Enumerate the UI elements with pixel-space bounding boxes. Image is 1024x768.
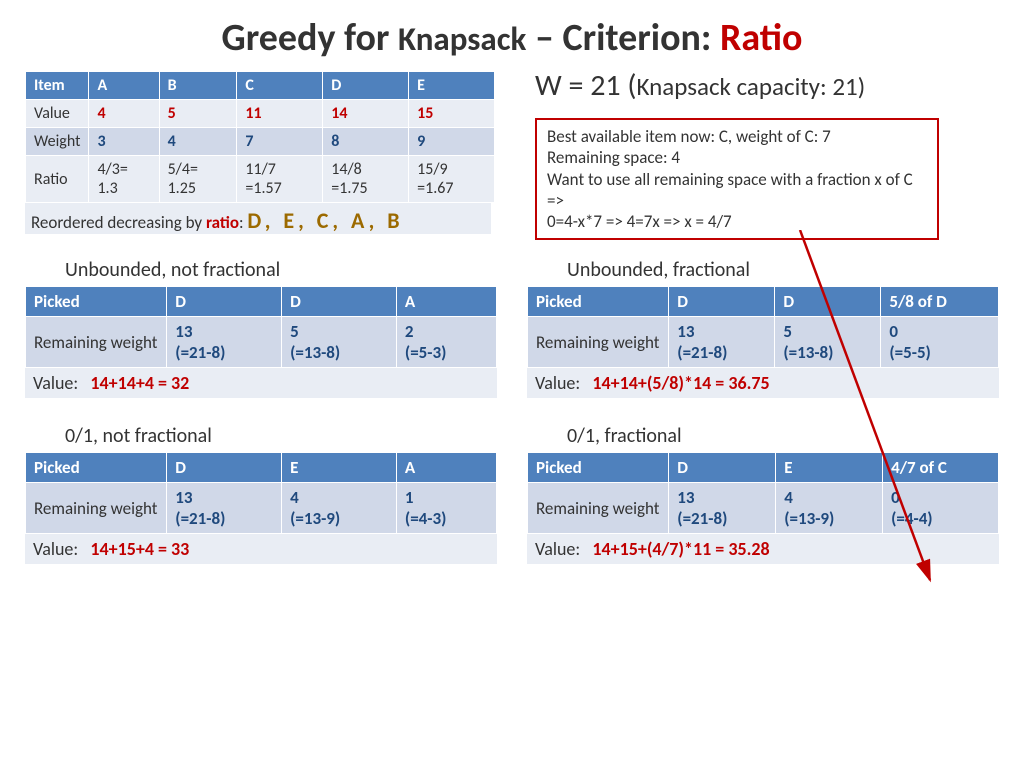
remaining-cell: 4(=13-9) bbox=[776, 483, 883, 534]
remaining-cell: 5(=13-8) bbox=[775, 317, 881, 368]
row-label: Value bbox=[26, 100, 89, 128]
reorder-line: Reordered decreasing by ratio: D, E, C, … bbox=[25, 203, 491, 234]
remaining-cell: 13(=21-8) bbox=[669, 317, 775, 368]
item-col-header: C bbox=[237, 72, 323, 100]
remaining-label: Remaining weight bbox=[528, 317, 669, 368]
picked-header: Picked bbox=[26, 453, 167, 483]
callout-box: Best available item now: C, weight of C:… bbox=[535, 118, 939, 240]
slide-title: Greedy for Knapsack – Criterion: Ratio bbox=[25, 15, 999, 61]
panel-label: 0/1, fractional bbox=[567, 424, 999, 448]
pick: E bbox=[282, 453, 397, 483]
cell: 5/4= 1.25 bbox=[159, 156, 237, 203]
item-col-header: D bbox=[323, 72, 409, 100]
item-col-header: Item bbox=[26, 72, 89, 100]
value-line: Value: 14+14+(5/8)*14 = 36.75 bbox=[527, 368, 999, 398]
remaining-label: Remaining weight bbox=[26, 483, 167, 534]
panel-table: PickedDDARemaining weight13(=21-8)5(=13-… bbox=[25, 286, 497, 368]
value-line: Value: 14+14+4 = 32 bbox=[25, 368, 497, 398]
remaining-cell: 1(=4-3) bbox=[396, 483, 496, 534]
cell: 15/9 =1.67 bbox=[409, 156, 495, 203]
panel-label: Unbounded, not fractional bbox=[65, 258, 497, 282]
remaining-cell: 13(=21-8) bbox=[167, 483, 282, 534]
cell: 14/8 =1.75 bbox=[323, 156, 409, 203]
pick: A bbox=[396, 453, 496, 483]
capacity-label: W = 21 (Knapsack capacity: 21) bbox=[535, 67, 999, 104]
value-line: Value: 14+15+4 = 33 bbox=[25, 534, 497, 564]
remaining-cell: 13(=21-8) bbox=[669, 483, 776, 534]
cell: 4 bbox=[159, 128, 237, 156]
cell: 7 bbox=[237, 128, 323, 156]
remaining-cell: 2(=5-3) bbox=[396, 317, 496, 368]
remaining-cell: 13(=21-8) bbox=[167, 317, 282, 368]
pick: D bbox=[167, 287, 282, 317]
cell: 3 bbox=[89, 128, 159, 156]
panel-table: PickedDD5/8 of DRemaining weight13(=21-8… bbox=[527, 286, 999, 368]
remaining-cell: 0(=5-5) bbox=[881, 317, 999, 368]
cell: 9 bbox=[409, 128, 495, 156]
picked-header: Picked bbox=[528, 453, 669, 483]
pick: D bbox=[669, 453, 776, 483]
remaining-cell: 0(=4-4) bbox=[883, 483, 999, 534]
pick: D bbox=[282, 287, 397, 317]
cell: 5 bbox=[159, 100, 237, 128]
remaining-cell: 4(=13-9) bbox=[282, 483, 397, 534]
cell: 15 bbox=[409, 100, 495, 128]
pick: D bbox=[167, 453, 282, 483]
pick: D bbox=[775, 287, 881, 317]
cell: 4 bbox=[89, 100, 159, 128]
remaining-label: Remaining weight bbox=[26, 317, 167, 368]
cell: 4/3= 1.3 bbox=[89, 156, 159, 203]
pick: A bbox=[396, 287, 496, 317]
picked-header: Picked bbox=[528, 287, 669, 317]
panel-label: 0/1, not fractional bbox=[65, 424, 497, 448]
remaining-cell: 5(=13-8) bbox=[282, 317, 397, 368]
panel-table: PickedDEA Remaining weight13(=21-8)4(=13-… bbox=[25, 452, 497, 534]
pick: E bbox=[776, 453, 883, 483]
cell: 8 bbox=[323, 128, 409, 156]
row-label: Ratio bbox=[26, 156, 89, 203]
panel-label: Unbounded, fractional bbox=[567, 258, 999, 282]
cell: 14 bbox=[323, 100, 409, 128]
pick: 4/7 of C bbox=[883, 453, 999, 483]
pick: D bbox=[669, 287, 775, 317]
value-line: Value: 14+15+(4/7)*11 = 35.28 bbox=[527, 534, 999, 564]
picked-header: Picked bbox=[26, 287, 167, 317]
panel-table: PickedDE4/7 of C Remaining weight13(=21-8… bbox=[527, 452, 999, 534]
item-col-header: B bbox=[159, 72, 237, 100]
row-label: Weight bbox=[26, 128, 89, 156]
pick: 5/8 of D bbox=[881, 287, 999, 317]
item-col-header: A bbox=[89, 72, 159, 100]
cell: 11 bbox=[237, 100, 323, 128]
remaining-label: Remaining weight bbox=[528, 483, 669, 534]
item-col-header: E bbox=[409, 72, 495, 100]
cell: 11/7 =1.57 bbox=[237, 156, 323, 203]
item-table: ItemABCDE Value45111415Weight34789Ratio4… bbox=[25, 71, 495, 203]
